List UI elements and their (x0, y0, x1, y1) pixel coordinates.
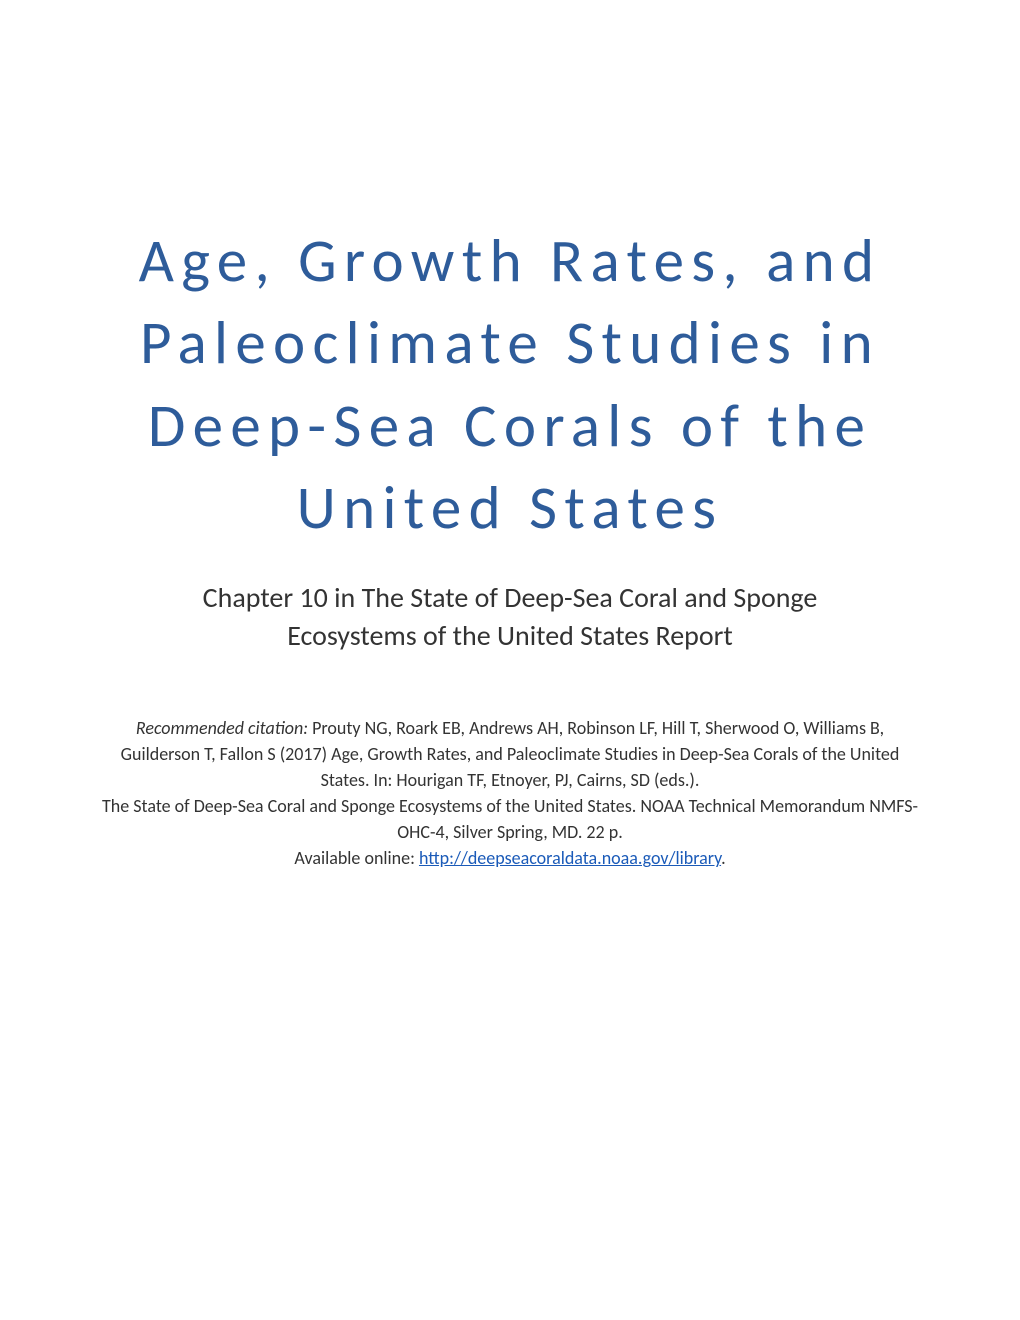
available-suffix: . (721, 847, 726, 869)
citation-text-2: The State of Deep-Sea Coral and Sponge E… (102, 795, 918, 843)
citation-block: Recommended citation: Prouty NG, Roark E… (80, 715, 940, 872)
document-subtitle: Chapter 10 in The State of Deep-Sea Cora… (80, 579, 940, 655)
available-prefix: Available online: (294, 847, 419, 869)
document-title: Age, Growth Rates, and Paleoclimate Stud… (80, 220, 940, 549)
citation-label: Recommended citation: (136, 717, 312, 739)
citation-link[interactable]: http://deepseacoraldata.noaa.gov/library (419, 847, 721, 869)
